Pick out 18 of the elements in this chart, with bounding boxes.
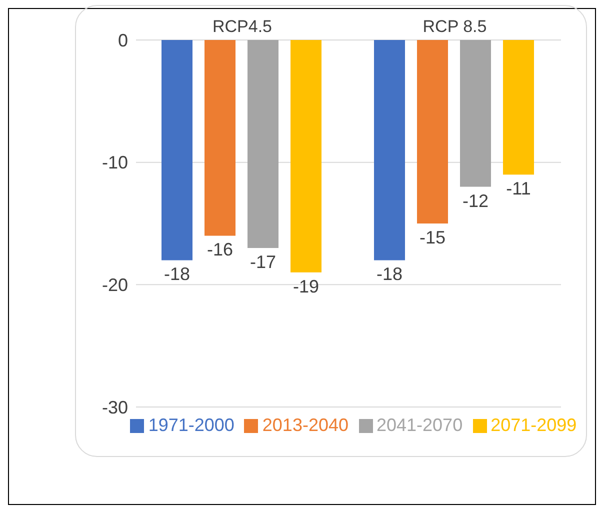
data-label: -11: [506, 178, 531, 199]
data-label: -17: [250, 252, 276, 272]
legend-label: 1971-2000: [148, 415, 234, 435]
x-tick-label: RCP 8.5: [422, 17, 487, 36]
data-label: -19: [292, 276, 320, 296]
y-tick-label: 0: [118, 30, 128, 50]
data-label: -16: [206, 240, 234, 260]
data-label: -12: [462, 190, 489, 211]
data-label: -15: [419, 228, 446, 248]
legend-label: 2041-2070: [376, 415, 463, 435]
y-tick-label: -30: [102, 397, 128, 418]
legend-label: 2071-2099: [490, 415, 577, 435]
legend-label: 2013-2040: [262, 415, 348, 435]
data-label: -18: [376, 264, 403, 284]
x-tick-label: RCP4.5: [212, 17, 272, 36]
y-tick-label: -10: [102, 152, 128, 173]
data-label: -18: [164, 264, 190, 284]
y-tick-label: -20: [102, 275, 128, 296]
